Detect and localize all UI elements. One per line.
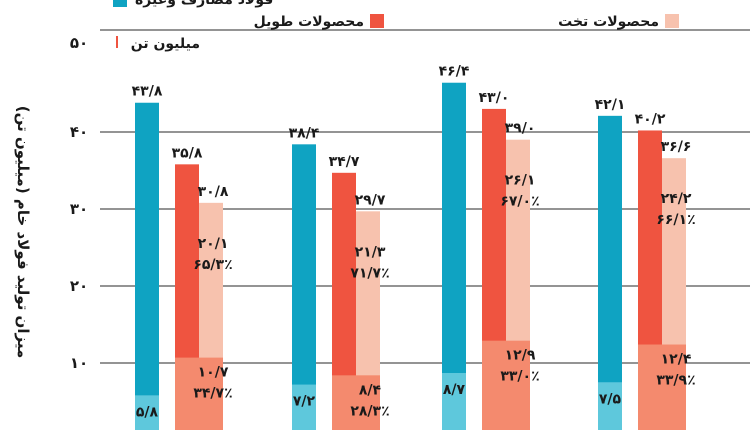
bar-teal-value-label: ۳۸/۴ — [289, 125, 320, 141]
bar-teal-bottom-segment — [598, 382, 622, 430]
bar-peach-mid-percent: ۶۷/۰٪ — [500, 194, 539, 210]
y-tick-label: ۲۰ — [70, 277, 88, 295]
bar-teal-bottom-segment — [292, 384, 316, 430]
bar-red-value-label: ۴۳/۰ — [479, 90, 510, 106]
bar-teal-bottom-segment — [442, 373, 466, 430]
legend-swatch-red — [370, 14, 384, 28]
bar-teal — [442, 82, 466, 430]
y-tick-label: ۵۰ — [70, 34, 88, 52]
bar-teal-value-label: ۴۳/۸ — [132, 84, 163, 100]
bar-red-bottom-percent: ۳۳/۰٪ — [500, 369, 539, 385]
legend: فولاد مصارف وغیره محصولات طویل محصولات ت… — [113, 0, 679, 30]
bar-peach-mid-label: ۲۰/۱ — [198, 236, 229, 252]
bar-teal-value-label: ۴۶/۴ — [439, 64, 470, 80]
bar-peach-value-label: ۲۹/۷ — [355, 192, 386, 208]
bar-peach-bottom-segment — [506, 340, 530, 430]
legend-label-teal: فولاد مصارف وغیره — [135, 0, 273, 8]
legend-label-red: محصولات طویل — [254, 14, 364, 30]
bar-teal-bottom-label: ۵/۸ — [136, 404, 159, 420]
y-tick-label: ۱۰ — [70, 354, 88, 372]
bar-teal — [292, 144, 316, 430]
bar-teal-bottom-label: ۸/۷ — [443, 382, 466, 398]
bar-peach-mid-percent: ۶۶/۱٪ — [656, 212, 695, 228]
bar-peach-mid-label: ۲۱/۳ — [355, 244, 386, 260]
bar-peach-mid-label: ۲۴/۲ — [661, 191, 692, 207]
bar-teal — [135, 102, 159, 430]
bar-teal-bottom-label: ۷/۲ — [293, 394, 316, 410]
bar-red-bottom-percent: ۲۸/۳٪ — [350, 403, 389, 419]
bar-teal-bottom-segment — [135, 395, 159, 430]
bar-peach-bottom-segment — [199, 357, 223, 430]
y-tick-label: ۴۰ — [70, 123, 88, 141]
legend-label-peach: محصولات تخت — [558, 14, 659, 30]
bar-peach-value-label: ۳۹/۰ — [505, 121, 536, 137]
bar-red-bottom-label: ۱۲/۴ — [661, 352, 692, 368]
bar-red-bottom-label: ۱۰/۷ — [198, 365, 229, 381]
label-layer: ۰۱۰۲۰۳۰۴۰۵۰۴۳/۸۵/۸۳۵/۸۳۰/۸۲۰/۱۶۵/۳٪۱۰/۷۳… — [70, 34, 696, 420]
bar-peach-bottom-segment — [662, 344, 686, 430]
bar-teal-bottom-label: ۷/۵ — [599, 391, 622, 407]
bar-peach-mid-percent: ۶۵/۳٪ — [193, 257, 232, 273]
bar-red-value-label: ۴۰/۲ — [635, 111, 666, 127]
bar-red-bottom-segment — [482, 340, 506, 430]
unit-label: میلیون تن — [131, 36, 200, 52]
legend-swatch-peach — [665, 14, 679, 28]
bar-red-bottom-percent: ۳۴/۷٪ — [193, 386, 232, 402]
bar-peach-bottom-segment — [356, 375, 380, 430]
bar-peach-mid-label: ۲۶/۱ — [505, 173, 536, 189]
bar-red-bottom-percent: ۳۳/۹٪ — [656, 373, 695, 389]
bar-red-value-label: ۳۵/۸ — [172, 145, 203, 161]
legend-swatch-teal — [113, 0, 127, 7]
y-axis-title: میزان تولید فولاد خام (میلیون تن) — [14, 106, 32, 359]
bar-layer — [135, 82, 686, 430]
bar-red-bottom-segment — [638, 344, 662, 430]
bar-red-bottom-label: ۱۲/۹ — [505, 348, 536, 364]
bar-red-value-label: ۳۴/۷ — [329, 154, 360, 170]
y-tick-label: ۳۰ — [70, 200, 88, 218]
bar-red-bottom-segment — [175, 357, 199, 430]
bar-teal — [598, 115, 622, 430]
bar-red-bottom-segment — [332, 375, 356, 430]
bar-red-bottom-label: ۸/۴ — [359, 382, 382, 398]
unit-marker — [116, 36, 118, 48]
bar-peach-value-label: ۳۶/۶ — [661, 139, 692, 155]
bar-peach-value-label: ۳۰/۸ — [198, 184, 229, 200]
bar-teal-value-label: ۴۲/۱ — [595, 97, 626, 113]
bar-peach-mid-percent: ۷۱/۷٪ — [350, 265, 389, 281]
